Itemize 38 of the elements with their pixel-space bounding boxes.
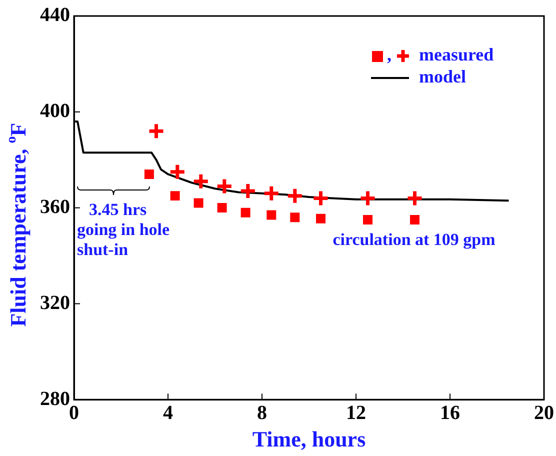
point xyxy=(286,187,304,205)
y-tick-label: 280 xyxy=(40,388,70,410)
point xyxy=(312,189,330,207)
x-tick-label: 8 xyxy=(257,402,267,424)
legend-label: measured xyxy=(419,44,494,65)
y-tick-label: 440 xyxy=(40,4,70,26)
point xyxy=(406,189,424,207)
y-tick-label: 360 xyxy=(40,196,70,218)
point xyxy=(217,203,227,213)
point xyxy=(216,177,234,195)
point xyxy=(194,198,204,208)
x-tick-label: 4 xyxy=(163,402,173,424)
point xyxy=(192,172,210,190)
point xyxy=(170,191,180,201)
point xyxy=(363,215,372,225)
annotation: , xyxy=(387,44,392,65)
point xyxy=(262,184,280,202)
x-tick-label: 0 xyxy=(69,402,79,424)
point xyxy=(168,163,186,181)
point xyxy=(359,189,376,207)
x-axis-title: Time, hours xyxy=(252,426,366,452)
point xyxy=(290,212,300,222)
y-tick-label: 320 xyxy=(40,292,70,314)
point xyxy=(410,215,420,225)
point xyxy=(266,210,276,220)
point xyxy=(240,208,250,218)
point xyxy=(239,182,257,200)
y-axis-title: Fluid temperature, oF xyxy=(4,122,31,327)
annotation: 3.45 hrs going in hole shut-in xyxy=(77,200,170,259)
point xyxy=(148,122,165,140)
x-tick-label: 12 xyxy=(346,402,366,424)
legend-label: model xyxy=(419,66,466,87)
x-tick-label: 20 xyxy=(534,402,554,424)
annotation: circulation at 109 gpm xyxy=(332,230,496,249)
point xyxy=(144,169,154,179)
point xyxy=(316,214,326,224)
y-tick-label: 400 xyxy=(40,100,70,122)
x-tick-label: 16 xyxy=(440,402,460,424)
